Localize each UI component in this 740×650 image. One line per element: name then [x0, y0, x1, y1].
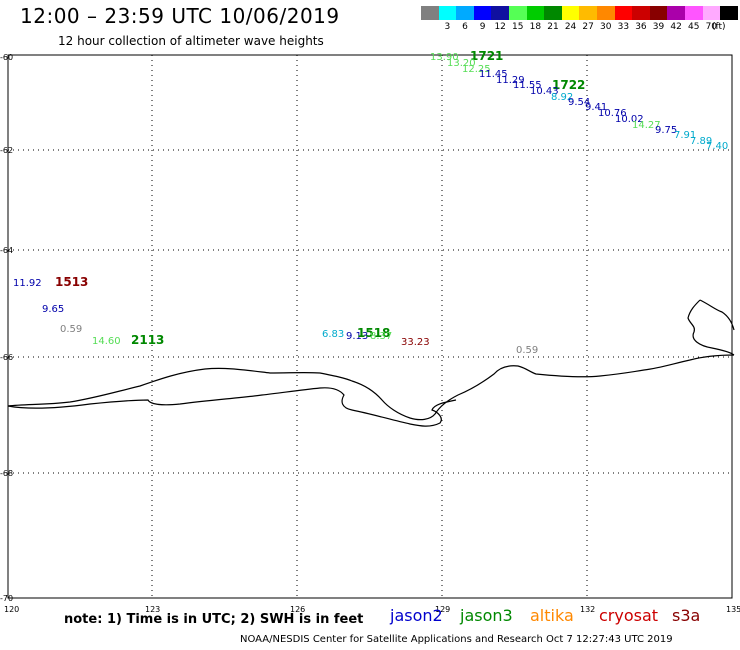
- legend-label: 27: [582, 22, 594, 32]
- coastline-peninsula: [687, 299, 735, 356]
- obs-label: 7.89: [690, 136, 712, 147]
- legend-swatch: [702, 6, 721, 20]
- lat-label: -68: [0, 469, 13, 478]
- lat-label: -70: [0, 594, 13, 603]
- legend-swatch: [684, 6, 703, 20]
- satellite-jason3: jason3: [460, 606, 513, 625]
- satellite-jason2: jason2: [390, 606, 443, 625]
- lon-labels: 120 123 126 129 132 135: [4, 605, 740, 614]
- obs-label: 7.40: [706, 141, 728, 152]
- map-frame: [7, 54, 733, 599]
- legend-swatch: [667, 6, 685, 20]
- obs-label: 11.45: [479, 69, 508, 80]
- lat-label: -66: [0, 353, 13, 362]
- obs-label: 8.37: [370, 331, 392, 342]
- satellite-s3a: s3a: [672, 606, 701, 625]
- observations: 13.90 1721 13.20 12.25 11.45 11.29 11.55…: [13, 49, 728, 356]
- obs-label: 14.60: [92, 336, 121, 347]
- legend-label: 70: [705, 22, 718, 32]
- legend-swatch: [438, 6, 457, 20]
- legend-swatch: [526, 6, 545, 20]
- legend-label: 39: [652, 22, 665, 32]
- obs-time-label: 1518: [357, 326, 390, 340]
- map-title: 12:00 – 23:59 UTC 10/06/2019: [20, 4, 340, 28]
- lon-label: 135: [726, 605, 740, 614]
- legend-swatch: [579, 6, 597, 20]
- lon-label: 123: [145, 605, 160, 614]
- legend-swatch: [649, 6, 668, 20]
- obs-label: 10.76: [598, 108, 627, 119]
- legend-swatch: [491, 6, 509, 20]
- legend-swatch: [456, 6, 474, 20]
- obs-label: 14.27: [632, 120, 661, 131]
- legend-labels: 3 6 9 12 15 18 21 24 27 30 33 36 39 42 45 70: [421, 22, 720, 32]
- legend-swatch: [561, 6, 580, 20]
- obs-time-label: 1513: [55, 275, 88, 289]
- satellite-cryosat: cryosat: [599, 606, 659, 625]
- satellite-altika: altika: [530, 606, 574, 625]
- lon-label: 120: [4, 605, 19, 614]
- legend-label: 30: [600, 22, 612, 32]
- obs-label: 10.43: [530, 86, 559, 97]
- legend-swatch: [473, 6, 492, 20]
- obs-label: 9.13: [346, 331, 368, 342]
- obs-time-label: 1721: [470, 49, 503, 63]
- legend-swatch: [544, 6, 562, 20]
- legend-swatch: [632, 6, 650, 20]
- obs-label: 33.23: [401, 337, 430, 348]
- lat-labels: -60 -62 -64 -66 -68 -70: [0, 53, 13, 603]
- obs-label: 9.75: [655, 125, 677, 136]
- map-subtitle: 12 hour collection of altimeter wave hei…: [58, 34, 324, 48]
- footer-note: note: 1) Time is in UTC; 2) SWH is in fe…: [64, 612, 364, 627]
- legend-label: 3: [444, 22, 451, 32]
- obs-label: 0.59: [516, 345, 538, 356]
- legend-label: 9: [479, 22, 486, 32]
- obs-time-label: 2113: [131, 333, 164, 347]
- lon-label: 132: [580, 605, 595, 614]
- color-legend: [421, 6, 738, 20]
- obs-label: 11.55: [513, 80, 542, 91]
- obs-label: 10.02: [615, 114, 644, 125]
- obs-label: 9.65: [42, 304, 64, 315]
- lat-label: -62: [0, 146, 13, 155]
- lat-label: -60: [0, 53, 13, 62]
- obs-label: 11.92: [13, 278, 42, 289]
- obs-label: 9.54: [568, 97, 590, 108]
- legend-label: 6: [462, 22, 468, 32]
- legend-label: 45: [687, 22, 700, 32]
- legend-swatch: [421, 6, 439, 20]
- legend-label: 18: [529, 22, 542, 32]
- legend-label: 42: [670, 22, 682, 32]
- obs-label: 0.59: [60, 324, 82, 335]
- obs-label: 6.83: [322, 329, 344, 340]
- gridlines: [8, 55, 732, 598]
- lat-label: -64: [0, 246, 13, 255]
- obs-label: 9.41: [585, 102, 607, 113]
- legend-label: 15: [512, 22, 524, 32]
- credit-line: NOAA/NESDIS Center for Satellite Applica…: [240, 634, 673, 645]
- legend-swatch: [720, 6, 738, 20]
- obs-label: 11.29: [496, 75, 525, 86]
- obs-label: 12.25: [462, 64, 491, 75]
- legend-label: 12: [494, 22, 506, 32]
- obs-label: 13.20: [447, 58, 476, 69]
- legend-label: 36: [635, 22, 647, 32]
- legend-unit: (ft): [712, 22, 726, 32]
- obs-time-label: 1722: [552, 78, 585, 92]
- legend-label: 21: [547, 22, 559, 32]
- obs-label: 8.92: [551, 92, 573, 103]
- legend-swatch: [596, 6, 615, 20]
- lon-label: 126: [290, 605, 305, 614]
- coastline-ice-shelf: [7, 387, 457, 427]
- legend-swatch: [508, 6, 527, 20]
- coastline: [7, 354, 735, 421]
- legend-label: 33: [617, 22, 630, 32]
- legend-label: 24: [564, 22, 577, 32]
- obs-label: 13.90: [430, 52, 459, 63]
- obs-label: 7.91: [674, 130, 696, 141]
- lon-label: 129: [435, 605, 450, 614]
- legend-swatch: [614, 6, 633, 20]
